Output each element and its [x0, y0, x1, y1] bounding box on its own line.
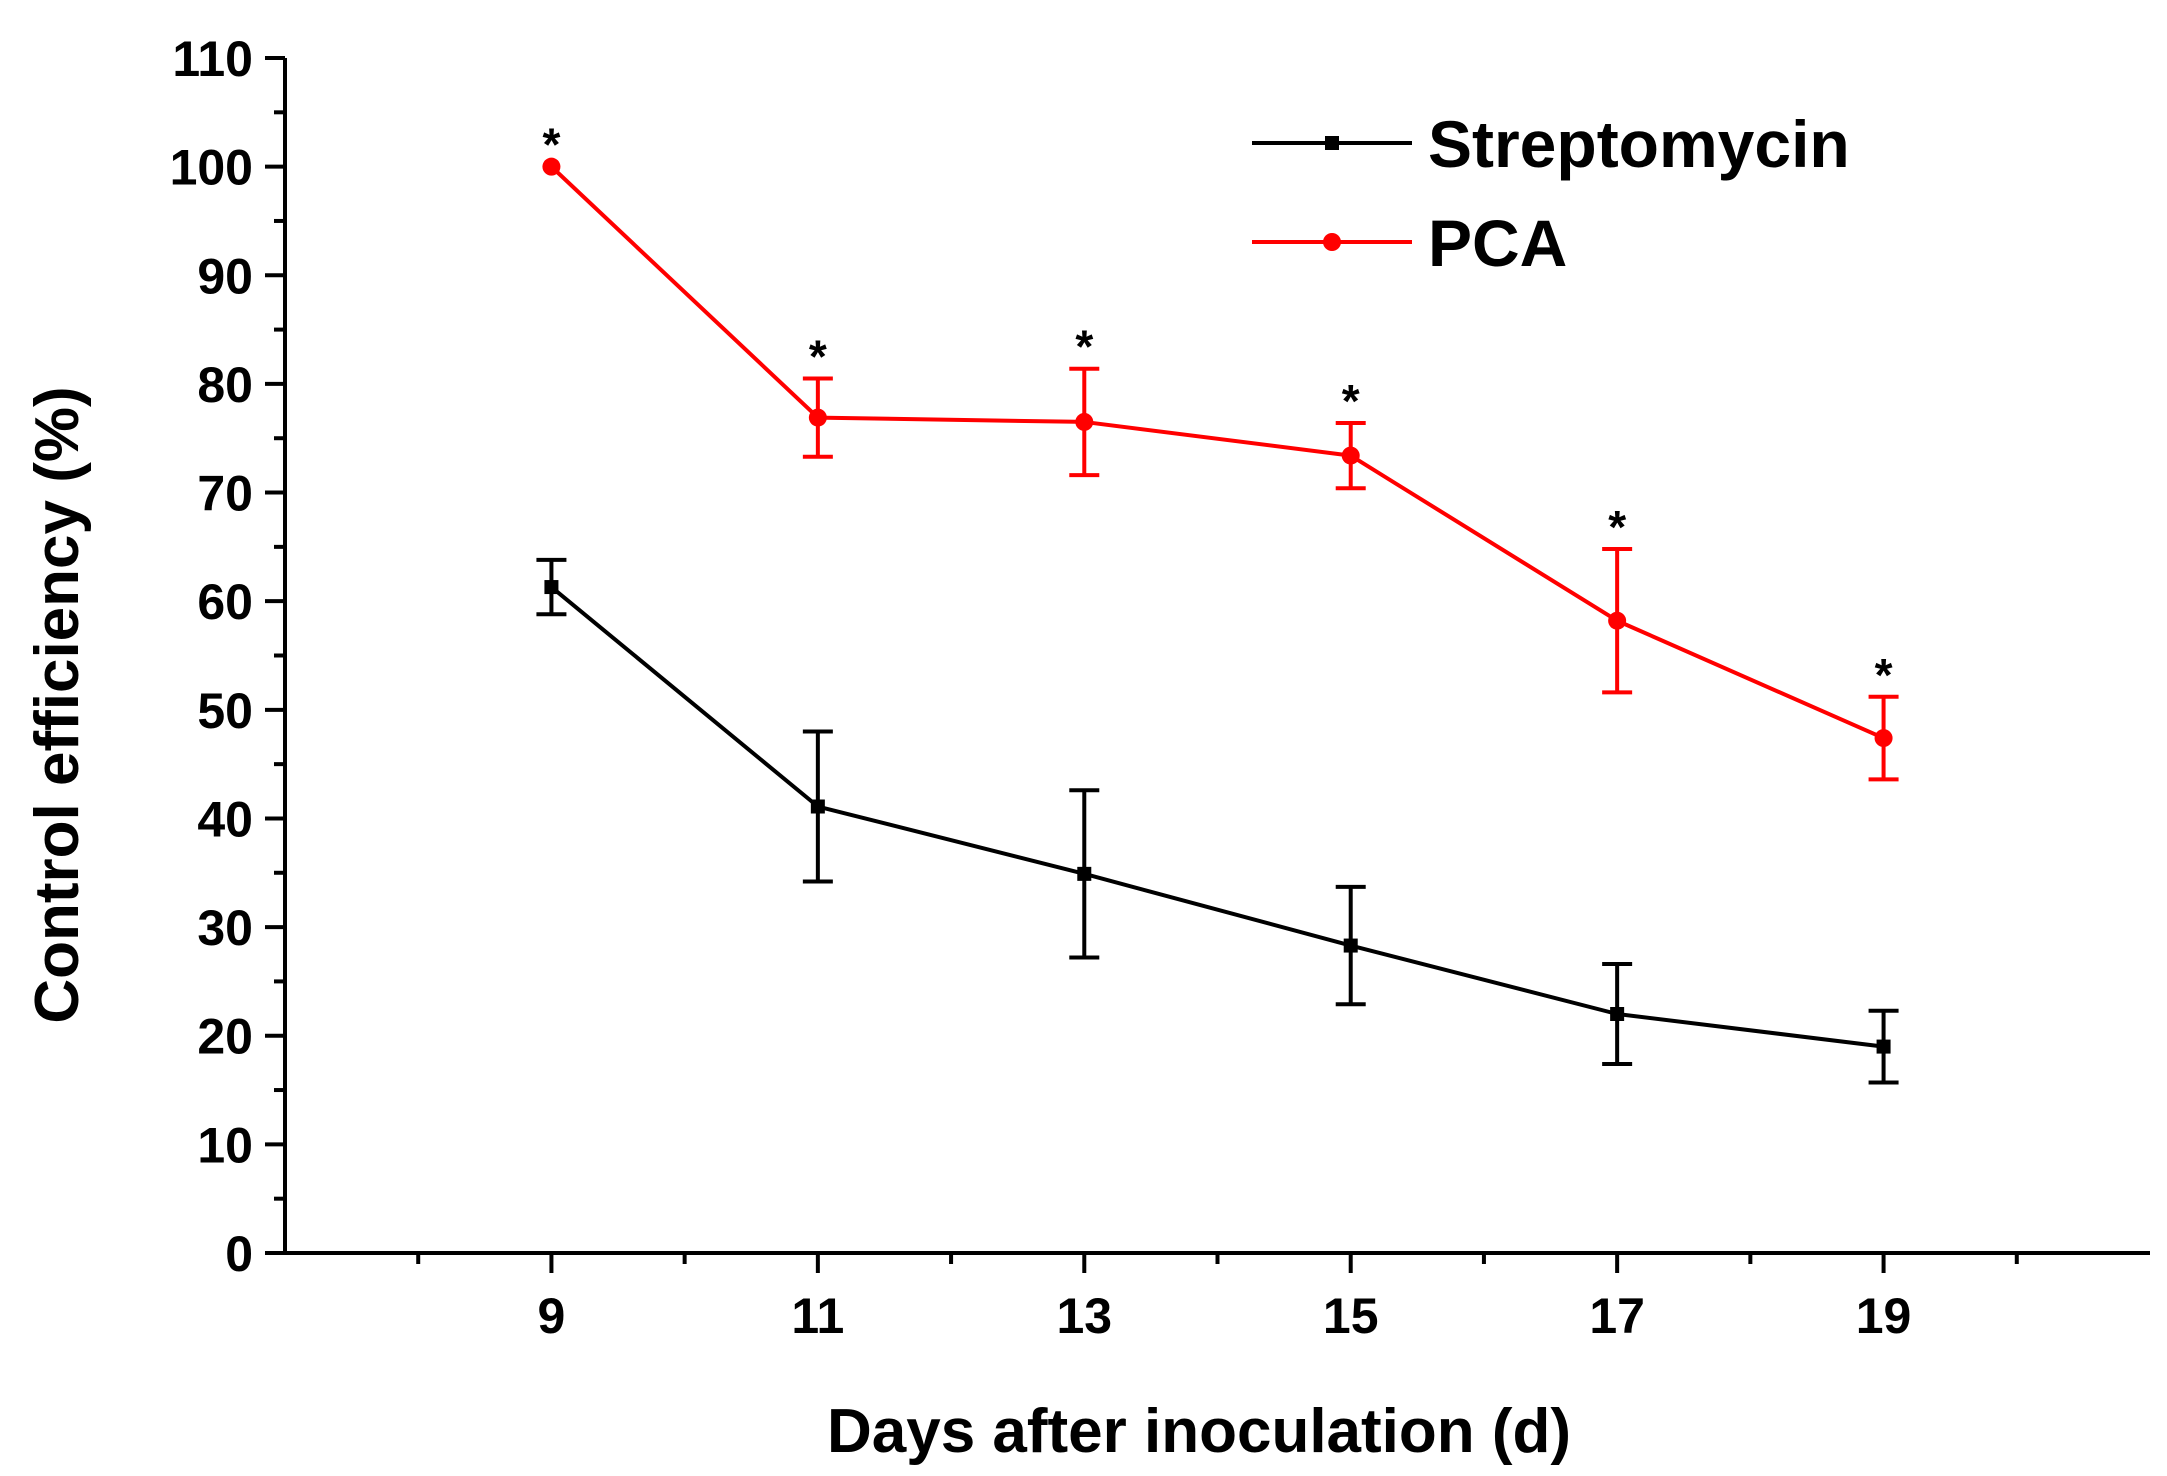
data-point [542, 157, 561, 176]
x-tick-label: 13 [1056, 1288, 1112, 1344]
series: * * * * * * [536, 119, 1899, 1085]
y-tick-label: 100 [170, 140, 253, 196]
y-tick-label: 50 [197, 683, 253, 739]
x-tick-label: 9 [538, 1288, 566, 1344]
y-axis-title: Control efficiency (%) [23, 386, 92, 1023]
legend-marker [1323, 233, 1341, 251]
y-tick-label: 20 [197, 1009, 253, 1065]
data-point [1610, 1007, 1625, 1021]
legend-marker [1325, 136, 1339, 150]
y-tick-label: 30 [197, 900, 253, 956]
x-tick-label: 17 [1589, 1288, 1645, 1344]
x-tick-label: 19 [1856, 1288, 1912, 1344]
data-point [1608, 611, 1627, 630]
data-point [1341, 446, 1360, 465]
significance-marker: * [1608, 501, 1626, 553]
data-point [544, 580, 559, 595]
series-streptomycin [536, 557, 1899, 1085]
legend-item-pca: PCA [1252, 206, 1567, 280]
y-tick-label: 60 [197, 574, 253, 630]
y-tick-label: 110 [172, 31, 253, 87]
y-tick-label: 40 [197, 791, 253, 847]
significance-marker: * [542, 119, 560, 171]
x-tick-label: 11 [791, 1288, 844, 1344]
data-point [1876, 1039, 1891, 1054]
data-point [1077, 866, 1092, 881]
legend-label: PCA [1428, 206, 1567, 280]
y-tick-label: 80 [197, 357, 253, 413]
y-tick-label: 90 [197, 248, 253, 304]
series-line [550, 165, 1885, 740]
data-point [808, 408, 827, 427]
data-point [810, 799, 825, 814]
data-point [1874, 729, 1893, 748]
y-tick-label: 70 [197, 466, 253, 522]
significance-marker: * [809, 330, 827, 382]
y-tick-label: 0 [225, 1226, 253, 1282]
significance-marker: * [1075, 321, 1093, 373]
x-axis-title: Days after inoculation (d) [827, 1397, 1571, 1466]
legend-label: Streptomycin [1428, 107, 1850, 181]
y-tick-label: 10 [197, 1117, 253, 1173]
significance-marker: * [1342, 375, 1360, 427]
ticks: 0 10 20 30 40 50 60 70 80 90 100 110 9 11 13 15 17 19 [170, 31, 2019, 1344]
data-point [1075, 412, 1094, 431]
axes [283, 58, 2150, 1255]
series-pca: * * * * * * [542, 119, 1899, 782]
x-tick-label: 15 [1323, 1288, 1379, 1344]
legend-item-streptomycin: Streptomycin [1252, 107, 1850, 181]
data-point [1343, 938, 1358, 953]
legend: Streptomycin PCA [1252, 107, 1850, 280]
series-line [550, 585, 1884, 1049]
significance-marker: * [1875, 649, 1893, 701]
